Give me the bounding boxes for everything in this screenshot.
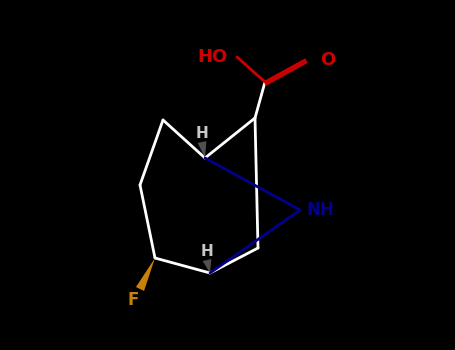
Text: O: O <box>320 51 335 69</box>
Polygon shape <box>136 258 155 291</box>
Text: HO: HO <box>198 48 228 66</box>
Text: NH: NH <box>307 201 335 219</box>
Text: H: H <box>196 126 208 141</box>
Text: F: F <box>127 291 139 309</box>
Polygon shape <box>202 259 212 273</box>
Text: H: H <box>201 245 213 259</box>
Polygon shape <box>197 141 207 158</box>
